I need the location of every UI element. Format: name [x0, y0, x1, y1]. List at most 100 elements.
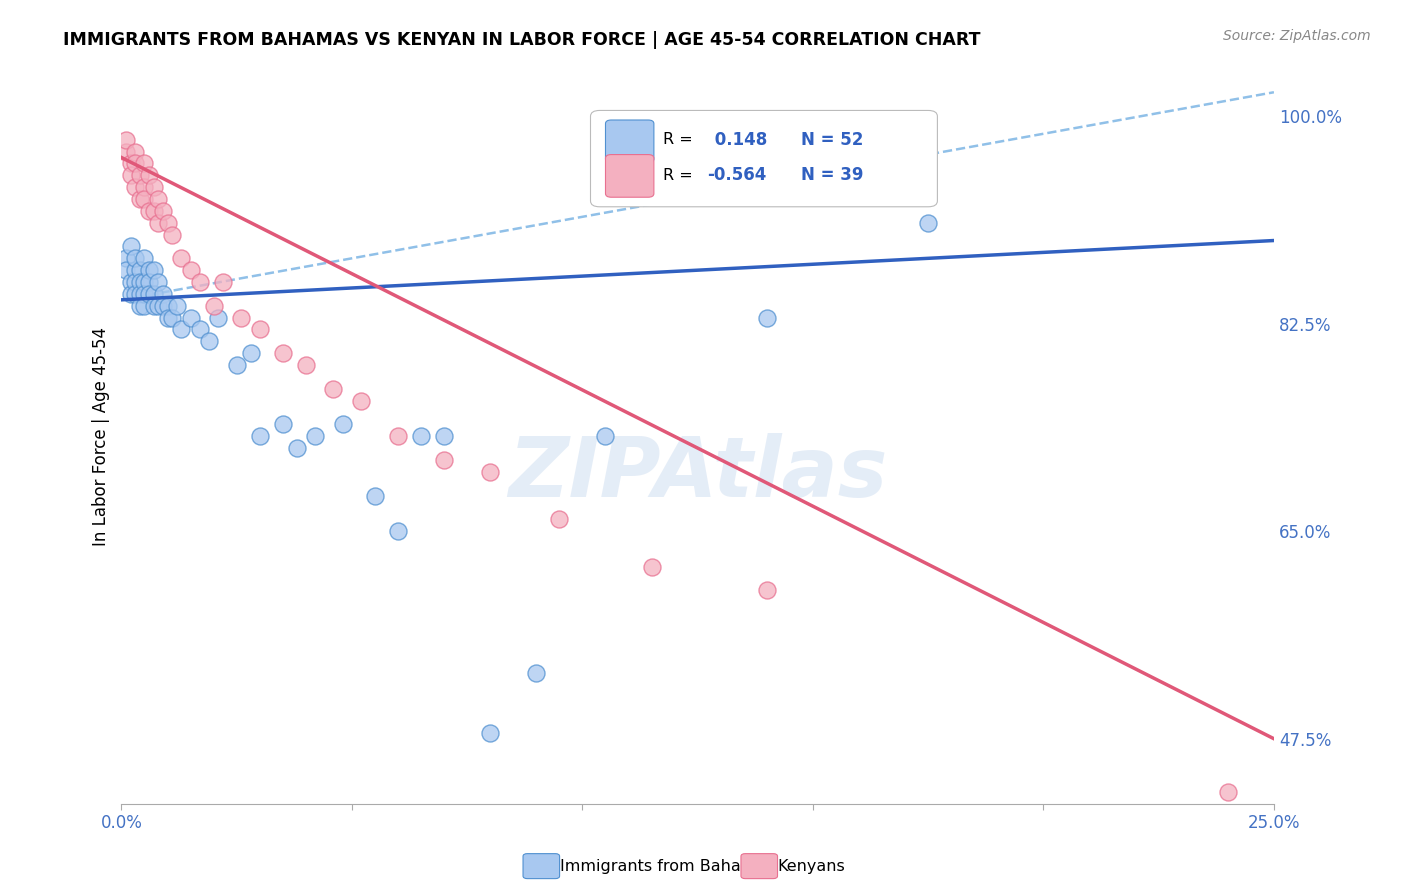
Point [138, 286, 160, 301]
Point [231, 310, 253, 325]
Point [138, 275, 160, 289]
Point [322, 382, 344, 396]
Point [170, 322, 193, 336]
Point [271, 417, 294, 432]
Point [917, 216, 939, 230]
Point [225, 358, 247, 372]
Point [134, 192, 156, 206]
Text: R =: R = [664, 132, 697, 147]
Text: N = 39: N = 39 [801, 166, 863, 184]
FancyBboxPatch shape [606, 120, 654, 162]
Point [170, 252, 193, 266]
Point [152, 299, 174, 313]
Point [198, 334, 221, 349]
Point [148, 216, 170, 230]
Text: Kenyans: Kenyans [778, 859, 845, 873]
Point [188, 322, 211, 336]
Point [134, 180, 156, 194]
Point [479, 726, 502, 740]
Point [120, 169, 142, 183]
Point [350, 393, 373, 408]
Point [134, 286, 156, 301]
Point [207, 310, 229, 325]
Point [115, 145, 138, 159]
Point [142, 286, 165, 301]
Point [433, 453, 456, 467]
Point [156, 310, 179, 325]
Text: N = 52: N = 52 [801, 131, 863, 149]
Point [188, 275, 211, 289]
Point [134, 275, 156, 289]
Point [128, 275, 150, 289]
Point [142, 263, 165, 277]
Point [124, 180, 146, 194]
Point [124, 286, 146, 301]
Point [160, 310, 183, 325]
Point [142, 180, 165, 194]
Point [239, 346, 262, 360]
Point [120, 239, 142, 253]
Point [124, 145, 146, 159]
Point [120, 156, 142, 170]
Point [304, 429, 326, 443]
FancyBboxPatch shape [591, 111, 938, 207]
Point [120, 286, 142, 301]
Point [128, 192, 150, 206]
Point [387, 524, 409, 538]
Point [148, 299, 170, 313]
Text: 0.148: 0.148 [709, 131, 768, 149]
Point [134, 156, 156, 170]
Point [156, 216, 179, 230]
Point [271, 346, 294, 360]
Point [433, 429, 456, 443]
Point [166, 299, 188, 313]
Point [152, 203, 174, 218]
Point [160, 227, 183, 242]
Point [524, 666, 547, 681]
Point [138, 203, 160, 218]
Point [134, 299, 156, 313]
Point [755, 583, 778, 598]
Point [202, 299, 225, 313]
Point [124, 275, 146, 289]
Point [124, 263, 146, 277]
Point [387, 429, 409, 443]
Point [120, 275, 142, 289]
Point [115, 263, 138, 277]
Point [148, 275, 170, 289]
Point [138, 169, 160, 183]
Point [249, 429, 271, 443]
Text: -0.564: -0.564 [707, 166, 766, 184]
Point [128, 286, 150, 301]
Y-axis label: In Labor Force | Age 45-54: In Labor Force | Age 45-54 [93, 326, 110, 546]
Point [212, 275, 235, 289]
Point [128, 169, 150, 183]
Point [142, 203, 165, 218]
Point [332, 417, 354, 432]
Text: Source: ZipAtlas.com: Source: ZipAtlas.com [1223, 29, 1371, 43]
Point [640, 559, 662, 574]
Point [755, 310, 778, 325]
Point [595, 429, 617, 443]
Point [134, 252, 156, 266]
Point [124, 156, 146, 170]
Point [138, 263, 160, 277]
Point [364, 489, 387, 503]
Point [156, 299, 179, 313]
Text: Immigrants from Bahamas: Immigrants from Bahamas [560, 859, 775, 873]
Point [180, 310, 202, 325]
Text: IMMIGRANTS FROM BAHAMAS VS KENYAN IN LABOR FORCE | AGE 45-54 CORRELATION CHART: IMMIGRANTS FROM BAHAMAS VS KENYAN IN LAB… [63, 31, 981, 49]
Point [142, 299, 165, 313]
Text: R =: R = [664, 168, 697, 183]
Point [1216, 785, 1239, 799]
Point [124, 252, 146, 266]
Point [249, 322, 271, 336]
Point [548, 512, 571, 526]
FancyBboxPatch shape [606, 154, 654, 197]
Point [479, 465, 502, 479]
Point [409, 429, 432, 443]
Text: ZIPAtlas: ZIPAtlas [508, 433, 887, 514]
Point [152, 286, 174, 301]
Point [128, 299, 150, 313]
Point [295, 358, 318, 372]
